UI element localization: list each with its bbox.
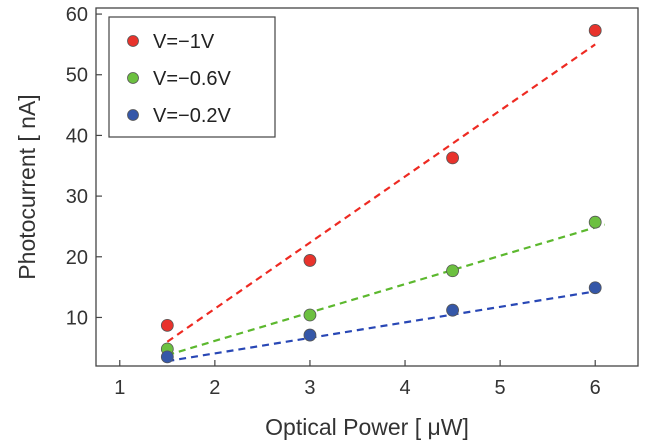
data-point-series-3 bbox=[588, 281, 602, 295]
y-axis-ticks: 10 20 30 40 50 60 bbox=[66, 4, 102, 329]
data-point-series-1 bbox=[303, 254, 317, 267]
x-tick-label: 5 bbox=[495, 377, 506, 399]
y-tick-label: 10 bbox=[66, 307, 88, 329]
data-point-series-2 bbox=[303, 308, 317, 322]
data-point-series-1 bbox=[588, 24, 602, 37]
y-tick-label: 30 bbox=[66, 186, 88, 208]
x-tick-label: 4 bbox=[399, 377, 410, 399]
data-point-series-3 bbox=[446, 303, 459, 317]
legend-marker bbox=[127, 109, 139, 121]
x-tick-label: 3 bbox=[304, 377, 315, 399]
plot-frame bbox=[95, 7, 639, 367]
legend-marker bbox=[127, 35, 139, 47]
legend-label: V=−0.2V bbox=[153, 105, 232, 127]
x-axis-ticks: 1 2 3 4 5 6 bbox=[114, 360, 601, 399]
x-tick-label: 6 bbox=[590, 377, 601, 399]
data-point-series-1 bbox=[160, 318, 174, 332]
x-axis-label: Optical Power [ μW] bbox=[265, 414, 469, 440]
fit-line-series-1 bbox=[166, 43, 596, 343]
y-tick-label: 60 bbox=[66, 4, 88, 26]
data-point-series-3 bbox=[303, 328, 317, 342]
data-points bbox=[160, 24, 602, 364]
fit-line-series-3 bbox=[167, 290, 596, 363]
data-point-series-2 bbox=[588, 215, 602, 229]
x-tick-label: 1 bbox=[114, 377, 125, 399]
data-point-series-2 bbox=[446, 264, 459, 278]
data-point-series-3 bbox=[160, 350, 174, 364]
y-axis-label: Photocurrent [ nA] bbox=[14, 94, 40, 279]
y-tick-label: 50 bbox=[66, 65, 88, 87]
data-point-series-1 bbox=[446, 151, 459, 165]
x-tick-label: 2 bbox=[209, 377, 220, 399]
y-tick-label: 40 bbox=[66, 125, 88, 147]
legend-label: V=−0.6V bbox=[153, 68, 232, 90]
legend-marker bbox=[127, 72, 139, 84]
fit-line-series-2 bbox=[167, 223, 606, 357]
legend: V=−1V V=−0.6V V=−0.2V bbox=[127, 31, 232, 127]
y-tick-label: 20 bbox=[66, 247, 88, 269]
legend-label: V=−1V bbox=[153, 31, 215, 53]
fit-lines bbox=[166, 43, 606, 363]
